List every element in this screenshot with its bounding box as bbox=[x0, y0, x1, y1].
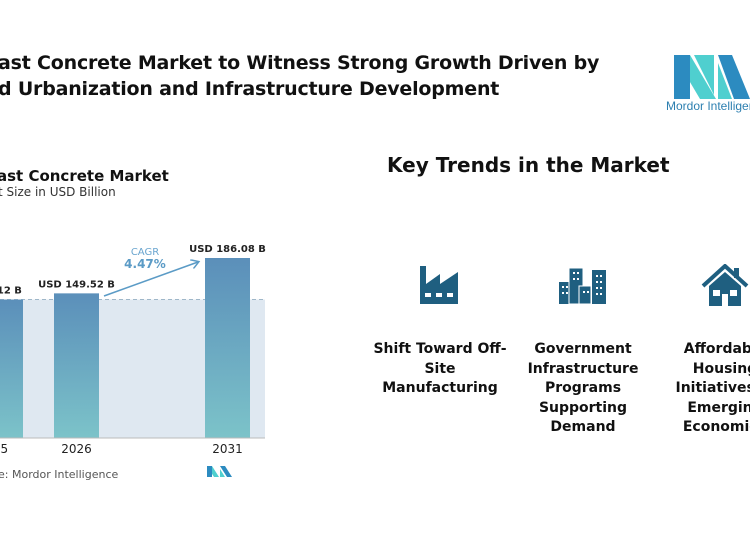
data-label: 43.12 B bbox=[0, 286, 22, 297]
trend-item-housing: Affordable Housing Initiatives in Emergi… bbox=[675, 341, 750, 435]
chart-subtitle: t Size in USD Billion bbox=[0, 185, 116, 199]
data-label: USD 186.08 B bbox=[189, 244, 266, 255]
trends-title: Key Trends in the Market bbox=[387, 153, 670, 177]
page-title-line2: d Urbanization and Infrastructure Develo… bbox=[0, 78, 500, 100]
logo-text: Mordor Intelligence bbox=[666, 99, 750, 113]
small-logo-icon bbox=[207, 466, 232, 477]
bar-25 bbox=[0, 299, 23, 438]
factory-icon bbox=[420, 266, 458, 304]
bar-2026 bbox=[54, 293, 99, 438]
chart-title: ast Concrete Market bbox=[0, 167, 169, 185]
bar-2031 bbox=[205, 258, 250, 438]
x-tick-label: 2031 bbox=[212, 442, 243, 456]
trend-item-government: Government Infrastructure Programs Suppo… bbox=[527, 341, 639, 435]
data-label: USD 149.52 B bbox=[38, 279, 115, 290]
mordor-logo-mark bbox=[674, 55, 750, 99]
bar-chart: 43.12 B 25 USD 149.52 B 2026 USD 186.08 B 203… bbox=[0, 244, 266, 481]
source-text: e: Mordor Intelligence bbox=[0, 468, 118, 481]
cagr-arrow bbox=[103, 262, 198, 297]
mordor-logo: Mordor Intelligence bbox=[666, 55, 750, 113]
x-tick-label: 2026 bbox=[61, 442, 92, 456]
page-title-line1: ast Concrete Market to Witness Strong Gr… bbox=[0, 52, 600, 74]
cagr-value: 4.47% bbox=[124, 257, 166, 271]
buildings-icon bbox=[559, 267, 606, 305]
house-icon bbox=[701, 264, 749, 306]
cagr-label: CAGR bbox=[131, 247, 159, 258]
x-tick-label: 25 bbox=[0, 442, 8, 456]
trend-item-off-site: Shift Toward Off-Site Manufacturing bbox=[373, 341, 507, 396]
